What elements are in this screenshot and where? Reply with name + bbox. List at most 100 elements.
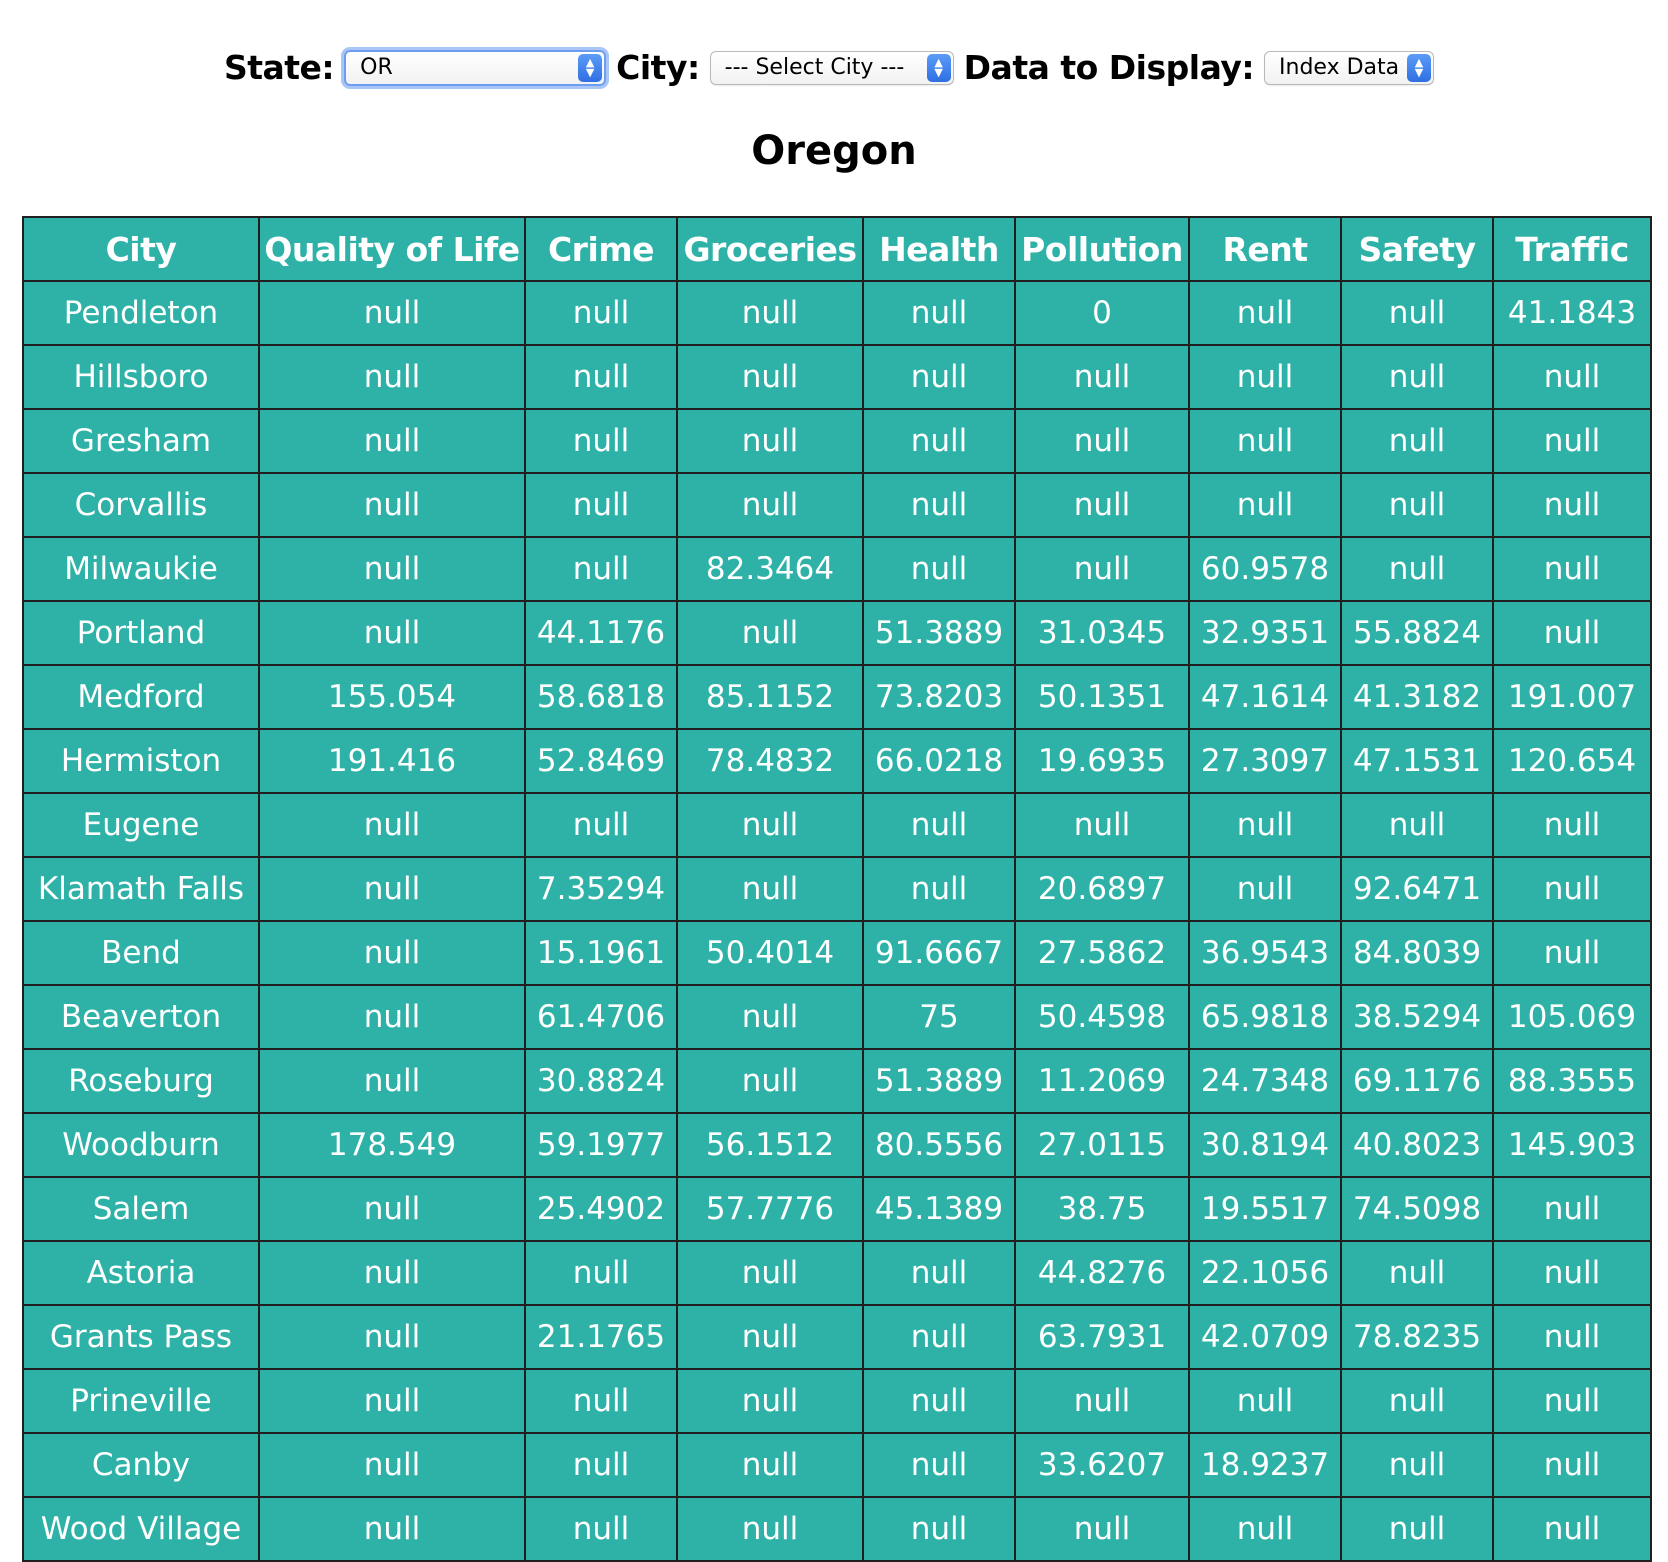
table-row: Pendleton null null null null 0 null null 41.184… xyxy=(22,280,1652,346)
cell-pollution: 11.2069 xyxy=(1014,1048,1190,1114)
cell-city: Canby xyxy=(22,1432,260,1498)
cell-traffic: null xyxy=(1492,600,1652,666)
cell-pollution: null xyxy=(1014,1368,1190,1434)
cell-crime: 59.1977 xyxy=(524,1112,678,1178)
cell-groceries: null xyxy=(676,1496,864,1562)
table-row: Hermiston 191.416 52.8469 78.4832 66.0218 19.… xyxy=(22,728,1652,794)
cell-groceries: 56.1512 xyxy=(676,1112,864,1178)
column-header-pollution: Pollution xyxy=(1014,216,1190,282)
cell-rent: null xyxy=(1188,280,1342,346)
column-header-quality-of-life: Quality of Life xyxy=(258,216,526,282)
cell-pollution: 27.0115 xyxy=(1014,1112,1190,1178)
cell-traffic: 191.007 xyxy=(1492,664,1652,730)
cell-groceries: null xyxy=(676,1048,864,1114)
cell-safety: 38.5294 xyxy=(1340,984,1494,1050)
cell-groceries: 85.1152 xyxy=(676,664,864,730)
cell-safety: 69.1176 xyxy=(1340,1048,1494,1114)
column-header-groceries: Groceries xyxy=(676,216,864,282)
cell-crime: null xyxy=(524,1368,678,1434)
cell-safety: null xyxy=(1340,408,1494,474)
cell-safety: null xyxy=(1340,1432,1494,1498)
cell-crime: 58.6818 xyxy=(524,664,678,730)
city-index-table: City Quality of Life Crime Groceries Hea… xyxy=(22,216,1652,1562)
table-row: Astoria null null null null 44.8276 22.1056 nul… xyxy=(22,1240,1652,1306)
cell-quality-of-life: 155.054 xyxy=(258,664,526,730)
cell-health: 73.8203 xyxy=(862,664,1016,730)
cell-groceries: 78.4832 xyxy=(676,728,864,794)
table-row: Medford 155.054 58.6818 85.1152 73.8203 50.13… xyxy=(22,664,1652,730)
state-select[interactable]: OR ▲ ▼ xyxy=(344,49,607,86)
cell-city: Klamath Falls xyxy=(22,856,260,922)
select-arrows-icon: ▲ ▼ xyxy=(578,53,603,82)
cell-rent: 47.1614 xyxy=(1188,664,1342,730)
cell-rent: 36.9543 xyxy=(1188,920,1342,986)
cell-pollution: 0 xyxy=(1014,280,1190,346)
cell-groceries: 82.3464 xyxy=(676,536,864,602)
cell-safety: 84.8039 xyxy=(1340,920,1494,986)
cell-quality-of-life: null xyxy=(258,1176,526,1242)
city-select-value: --- Select City --- xyxy=(724,55,905,80)
table-row: Klamath Falls null 7.35294 null null 20.6897 n… xyxy=(22,856,1652,922)
table-row: Beaverton null 61.4706 null 75 50.4598 65.9818… xyxy=(22,984,1652,1050)
cell-rent: null xyxy=(1188,1368,1342,1434)
cell-pollution: 63.7931 xyxy=(1014,1304,1190,1370)
cell-city: Pendleton xyxy=(22,280,260,346)
cell-traffic: null xyxy=(1492,792,1652,858)
cell-traffic: null xyxy=(1492,1240,1652,1306)
cell-quality-of-life: null xyxy=(258,344,526,410)
cell-pollution: 19.6935 xyxy=(1014,728,1190,794)
cell-groceries: 50.4014 xyxy=(676,920,864,986)
cell-pollution: 44.8276 xyxy=(1014,1240,1190,1306)
cell-pollution: 50.4598 xyxy=(1014,984,1190,1050)
cell-crime: null xyxy=(524,536,678,602)
cell-groceries: null xyxy=(676,1432,864,1498)
cell-safety: 47.1531 xyxy=(1340,728,1494,794)
cell-safety: 92.6471 xyxy=(1340,856,1494,922)
cell-rent: 32.9351 xyxy=(1188,600,1342,666)
table-row: Corvallis null null null null null null null nul… xyxy=(22,472,1652,538)
table-row: Eugene null null null null null null null null xyxy=(22,792,1652,858)
table-row: Roseburg null 30.8824 null 51.3889 11.2069 24.… xyxy=(22,1048,1652,1114)
cell-health: 75 xyxy=(862,984,1016,1050)
cell-health: null xyxy=(862,1240,1016,1306)
cell-quality-of-life: null xyxy=(258,280,526,346)
cell-city: Bend xyxy=(22,920,260,986)
table-row: Prineville null null null null null null null nu… xyxy=(22,1368,1652,1434)
cell-city: Eugene xyxy=(22,792,260,858)
cell-quality-of-life: null xyxy=(258,408,526,474)
cell-quality-of-life: null xyxy=(258,1496,526,1562)
cell-groceries: null xyxy=(676,344,864,410)
table-header-row: City Quality of Life Crime Groceries Hea… xyxy=(22,216,1652,282)
cell-rent: null xyxy=(1188,472,1342,538)
cell-groceries: null xyxy=(676,1304,864,1370)
cell-city: Woodburn xyxy=(22,1112,260,1178)
cell-rent: 22.1056 xyxy=(1188,1240,1342,1306)
cell-traffic: null xyxy=(1492,472,1652,538)
cell-traffic: null xyxy=(1492,1176,1652,1242)
cell-traffic: 88.3555 xyxy=(1492,1048,1652,1114)
cell-crime: 15.1961 xyxy=(524,920,678,986)
cell-quality-of-life: null xyxy=(258,600,526,666)
cell-traffic: null xyxy=(1492,1304,1652,1370)
cell-crime: 25.4902 xyxy=(524,1176,678,1242)
cell-safety: 78.8235 xyxy=(1340,1304,1494,1370)
cell-safety: null xyxy=(1340,792,1494,858)
cell-rent: 24.7348 xyxy=(1188,1048,1342,1114)
cell-quality-of-life: null xyxy=(258,1368,526,1434)
city-select[interactable]: --- Select City --- ▲ ▼ xyxy=(709,50,954,85)
cell-traffic: 145.903 xyxy=(1492,1112,1652,1178)
cell-city: Roseburg xyxy=(22,1048,260,1114)
cell-city: Salem xyxy=(22,1176,260,1242)
column-header-city: City xyxy=(22,216,260,282)
cell-safety: null xyxy=(1340,1240,1494,1306)
cell-health: 80.5556 xyxy=(862,1112,1016,1178)
cell-crime: null xyxy=(524,1432,678,1498)
cell-quality-of-life: null xyxy=(258,1304,526,1370)
data-display-select[interactable]: Index Data ▲ ▼ xyxy=(1264,50,1435,85)
table-row: Gresham null null null null null null null null xyxy=(22,408,1652,474)
page-title: Oregon xyxy=(751,128,917,174)
cell-groceries: null xyxy=(676,1240,864,1306)
table-row: Milwaukie null null 82.3464 null null 60.9578 n… xyxy=(22,536,1652,602)
select-arrows-icon: ▲ ▼ xyxy=(926,53,951,82)
cell-traffic: null xyxy=(1492,1496,1652,1562)
